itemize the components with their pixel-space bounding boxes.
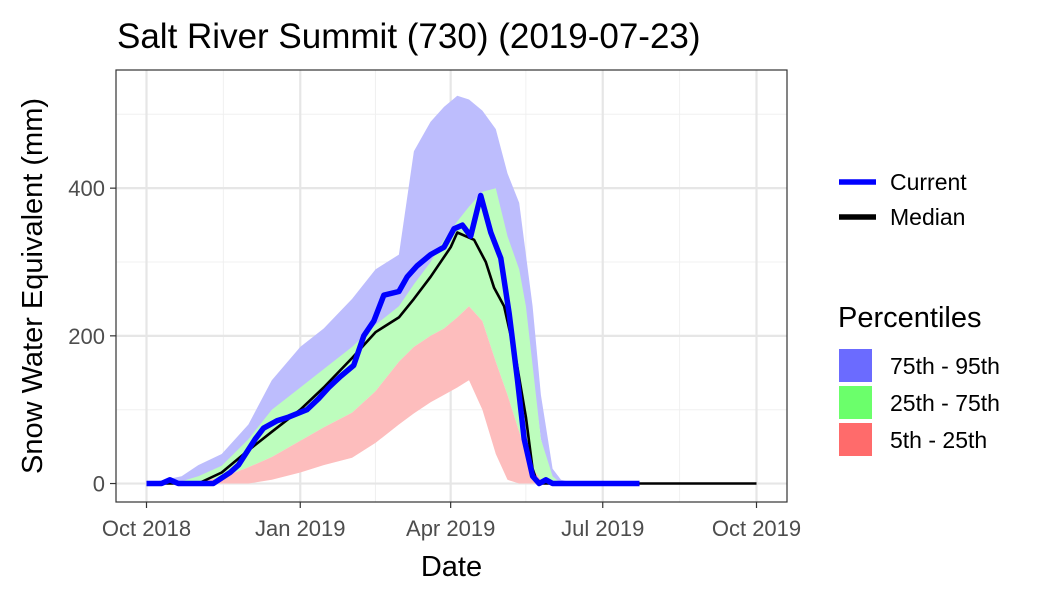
series-line-current (146, 192, 640, 487)
x-axis-tick-label: Jan 2019 (255, 516, 346, 541)
band-75th-95th (146, 95, 757, 484)
x-axis-tick-label: Jul 2019 (561, 516, 644, 541)
legend-band-label: 5th - 25th (890, 427, 987, 453)
legend-line-label: Current (890, 169, 967, 195)
legend-band-label: 25th - 75th (890, 390, 1000, 416)
legend-band-swatch (839, 349, 872, 382)
legend-band-swatch (839, 386, 872, 419)
legend-band-swatch (839, 423, 872, 456)
y-axis-tick-label: 0 (93, 472, 105, 497)
x-axis-tick-label: Oct 2018 (102, 516, 191, 541)
band-5th-25th (146, 306, 757, 484)
x-axis-tick-label: Apr 2019 (406, 516, 495, 541)
series-lines (146, 192, 757, 487)
y-axis-title: Snow Water Equivalent (mm) (17, 98, 49, 474)
plot-border (115, 69, 788, 503)
x-axis-title: Date (421, 551, 482, 583)
y-axis-tick-label: 400 (68, 176, 105, 201)
legend-band-label: 75th - 95th (890, 353, 1000, 379)
y-axis-tick-label: 200 (68, 324, 105, 349)
legend-percentiles-title: Percentiles (838, 302, 981, 334)
legend: Current Median Percentiles 75th - 95th 25th … (838, 169, 1000, 456)
axes: Oct 2018 Jan 2019 Apr 2019 Jul 2019 Oct 2019… (68, 176, 801, 541)
legend-line-label: Median (890, 204, 965, 230)
chart-title: Salt River Summit (730) (2019-07-23) (117, 17, 701, 56)
x-axis-tick-label: Oct 2019 (712, 516, 801, 541)
